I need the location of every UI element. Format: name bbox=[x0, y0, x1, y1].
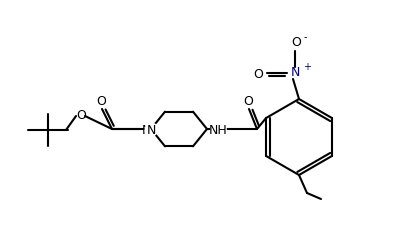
Text: N: N bbox=[141, 123, 151, 136]
Text: O: O bbox=[291, 35, 301, 48]
Text: O: O bbox=[243, 95, 253, 108]
Text: +: + bbox=[303, 62, 311, 72]
Text: N: N bbox=[290, 65, 300, 78]
Text: O: O bbox=[96, 95, 106, 108]
Text: O: O bbox=[76, 109, 86, 122]
Text: O: O bbox=[253, 67, 263, 80]
Text: -: - bbox=[304, 32, 307, 42]
Text: N: N bbox=[146, 123, 156, 136]
Text: NH: NH bbox=[209, 123, 227, 136]
